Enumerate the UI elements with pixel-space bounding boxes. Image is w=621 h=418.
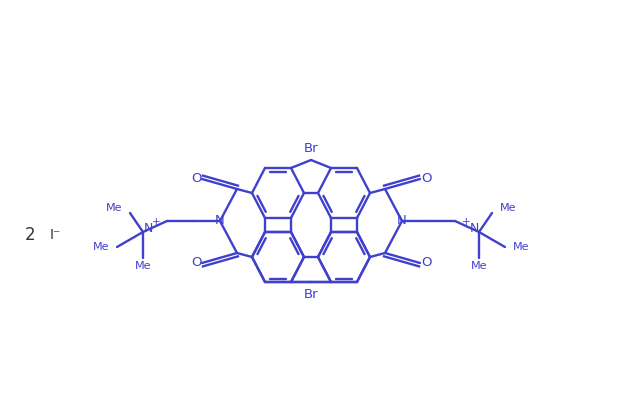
Text: Me: Me: [500, 203, 517, 213]
Text: N: N: [469, 222, 479, 234]
Text: 2: 2: [25, 226, 35, 244]
Text: Br: Br: [304, 142, 319, 155]
Text: Me: Me: [471, 261, 487, 271]
Text: Me: Me: [93, 242, 109, 252]
Text: Br: Br: [304, 288, 319, 301]
Text: O: O: [191, 257, 201, 270]
Text: O: O: [421, 173, 431, 186]
Text: +: +: [461, 217, 470, 227]
Text: N: N: [143, 222, 153, 234]
Text: I⁻: I⁻: [50, 228, 61, 242]
Text: N: N: [397, 214, 407, 227]
Text: +: +: [152, 217, 160, 227]
Text: O: O: [421, 257, 431, 270]
Text: Me: Me: [106, 203, 122, 213]
Text: N: N: [215, 214, 225, 227]
Text: Me: Me: [513, 242, 530, 252]
Text: Me: Me: [135, 261, 152, 271]
Text: O: O: [191, 173, 201, 186]
